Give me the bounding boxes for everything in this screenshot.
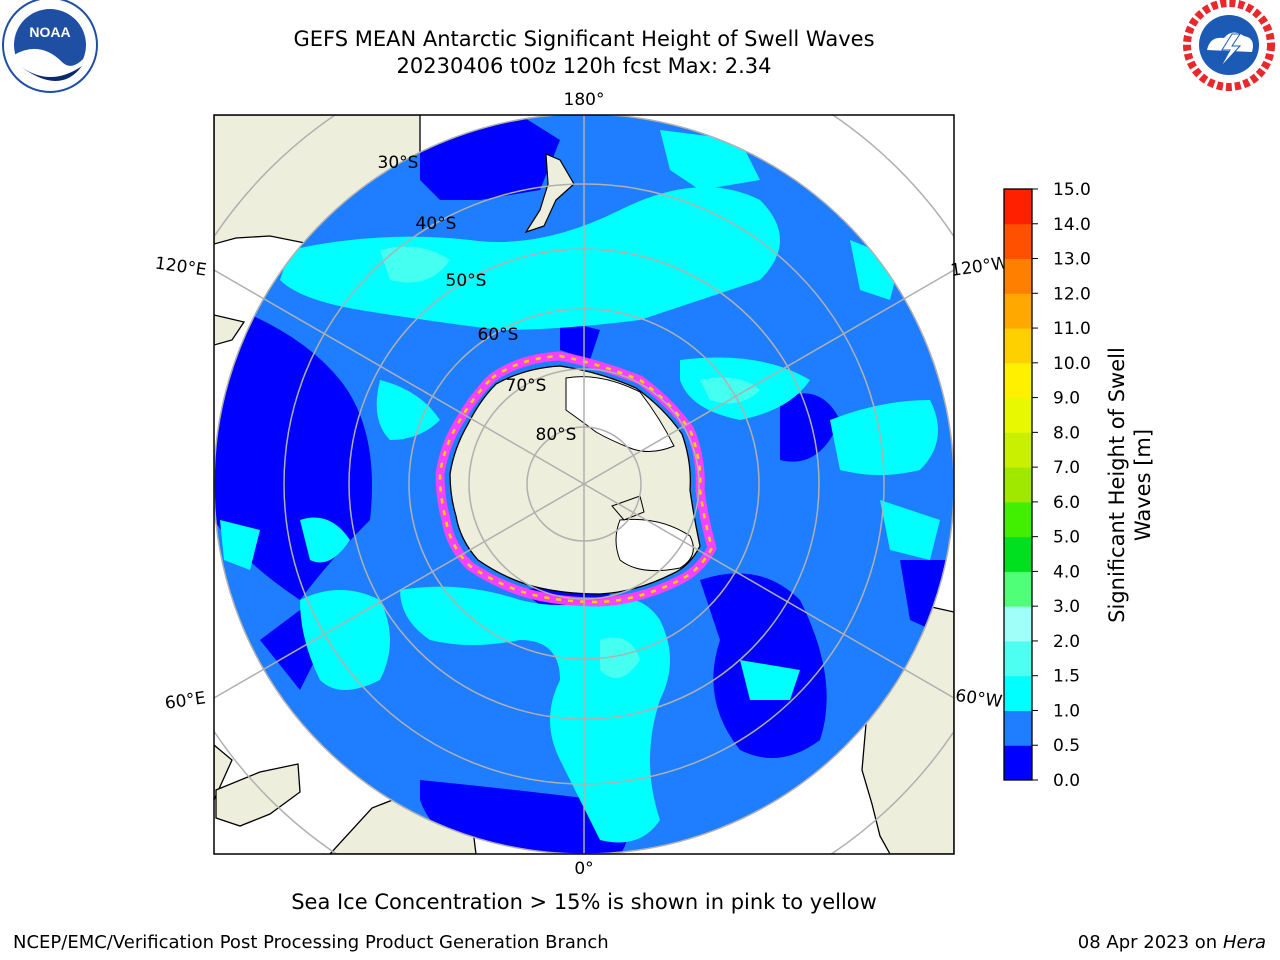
lat-label-80s: 80°S (536, 425, 577, 445)
colorbar-segment (1004, 467, 1032, 503)
colorbar-tick-label: 5.0 (1053, 528, 1080, 548)
lon-label-0: 0° (574, 859, 593, 879)
footer-host: Hera (1222, 932, 1266, 953)
colorbar (1003, 188, 1033, 781)
colorbar-tick-label: 8.0 (1053, 423, 1080, 443)
colorbar-segment (1004, 710, 1032, 746)
colorbar-tick-label: 1.5 (1053, 667, 1080, 687)
map-subtitle: 20230406 t00z 120h fcst Max: 2.34 (396, 54, 772, 78)
colorbar-tick-label: 10.0 (1053, 354, 1091, 374)
colorbar-tick-label: 2.0 (1053, 632, 1080, 652)
colorbar-segment (1004, 328, 1032, 364)
lat-label-50s: 50°S (446, 271, 487, 291)
colorbar-frame (1003, 188, 1033, 781)
colorbar-segment (1004, 745, 1032, 781)
colorbar-segment (1004, 432, 1032, 468)
colorbar-tick-label: 11.0 (1053, 319, 1091, 339)
colorbar-tick-label: 0.0 (1053, 771, 1080, 791)
colorbar-segment (1004, 362, 1032, 399)
lat-label-30s: 30°S (378, 153, 419, 173)
footer-date: 08 Apr 2023 on Hera (1078, 932, 1266, 953)
colorbar-label-line2: Waves [m] (1131, 429, 1155, 541)
colorbar-segment (1004, 189, 1032, 225)
colorbar-tick-label: 0.5 (1053, 736, 1080, 756)
footer-date-text: 08 Apr 2023 on (1077, 932, 1223, 953)
colorbar-segment (1004, 258, 1032, 294)
antarctica (435, 351, 717, 607)
colorbar-ticks: 0.0 0.5 1.0 1.5 2.0 3.0 4.0 5.0 6.0 7.0 8.0 9.0 10.0… (1032, 180, 1091, 791)
new-zealand (524, 153, 575, 234)
lon-label-180: 180° (564, 90, 605, 110)
colorbar-tick-label: 14.0 (1053, 215, 1091, 235)
colorbar-tick-label: 15.0 (1053, 180, 1091, 200)
colorbar-segment (1004, 571, 1032, 607)
colorbar-tick-label: 12.0 (1053, 284, 1091, 304)
colorbar-tick-label: 13.0 (1053, 250, 1091, 270)
colorbar-tick-label: 6.0 (1053, 493, 1080, 513)
colorbar-segment (1004, 606, 1032, 642)
colorbar-segment (1004, 640, 1032, 677)
colorbar-tick-label: 3.0 (1053, 597, 1080, 617)
colorbar-tick-label: 7.0 (1053, 458, 1080, 478)
colorbar-tick-label: 9.0 (1053, 389, 1080, 409)
lat-label-60s: 60°S (478, 325, 519, 345)
colorbar-segment (1004, 675, 1032, 711)
colorbar-label-line1: Significant Height of Swell (1105, 347, 1129, 623)
lat-label-70s: 70°S (506, 376, 547, 396)
nws-logo-icon (1182, 0, 1276, 92)
lon-label-60w: 60°W (954, 686, 1003, 712)
sea-ice-note: Sea Ice Concentration > 15% is shown in … (291, 890, 877, 914)
lon-label-120e: 120°E (154, 254, 208, 281)
colorbar-segment (1004, 397, 1032, 433)
colorbar-segment (1004, 223, 1032, 260)
colorbar-segment (1004, 293, 1032, 329)
noaa-logo-icon: NOAA (2, 0, 98, 93)
colorbar-tick-label: 1.0 (1053, 701, 1080, 721)
colorbar-tick-label: 4.0 (1053, 562, 1080, 582)
footer-credit: NCEP/EMC/Verification Post Processing Pr… (13, 932, 609, 953)
colorbar-segment (1004, 536, 1032, 572)
lat-label-40s: 40°S (416, 214, 457, 234)
graticule (214, 115, 954, 854)
lon-label-120w: 120°W (949, 253, 1009, 281)
noaa-logo-text: NOAA (29, 24, 70, 40)
colorbar-segment (1004, 501, 1032, 538)
map-title: GEFS MEAN Antarctic Significant Height o… (293, 27, 875, 51)
lon-label-60e: 60°E (164, 688, 207, 713)
